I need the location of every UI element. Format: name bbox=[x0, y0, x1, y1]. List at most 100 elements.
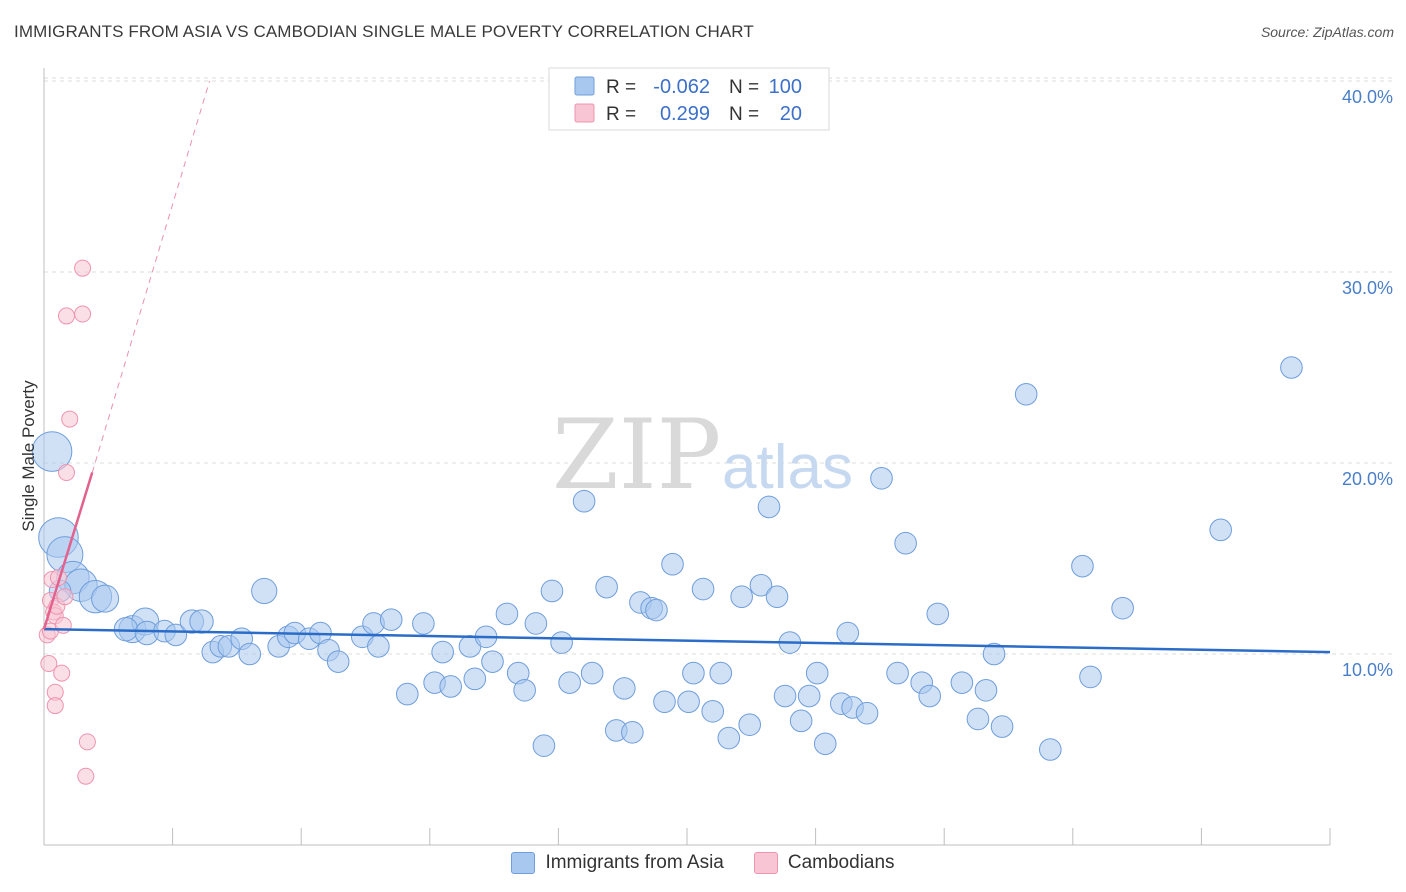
point-asia bbox=[738, 713, 761, 736]
y-tick-labels: 10.0% 20.0% 30.0% 40.0% bbox=[1342, 87, 1393, 680]
point-cambodians bbox=[46, 697, 64, 715]
point-asia bbox=[1071, 554, 1094, 578]
point-cambodians bbox=[74, 305, 92, 323]
chart-title: IMMIGRANTS FROM ASIA VS CAMBODIAN SINGLE… bbox=[14, 22, 754, 41]
point-asia bbox=[926, 602, 950, 626]
point-cambodians bbox=[40, 655, 58, 673]
legend-item-cambodians[interactable]: Cambodians bbox=[753, 852, 895, 874]
point-asia bbox=[1038, 738, 1062, 761]
y-tick-label: 10.0% bbox=[1342, 660, 1393, 680]
legend-swatch-cambodians bbox=[574, 103, 595, 123]
legend-n-label-asia: N = bbox=[729, 77, 759, 98]
point-asia bbox=[661, 552, 684, 576]
point-asia bbox=[524, 612, 548, 635]
point-asia bbox=[982, 642, 1006, 666]
point-asia bbox=[31, 431, 73, 472]
point-cambodians bbox=[54, 616, 72, 634]
point-cambodians bbox=[58, 464, 76, 482]
point-asia bbox=[974, 678, 998, 702]
point-asia bbox=[1209, 518, 1232, 542]
point-asia bbox=[558, 671, 581, 694]
point-cambodians bbox=[56, 588, 74, 606]
legend-label-cambodians: Cambodians bbox=[787, 852, 895, 873]
legend-r-value-asia: -0.062 bbox=[653, 76, 710, 98]
point-cambodians bbox=[77, 767, 95, 785]
point-asia bbox=[91, 584, 120, 613]
point-asia bbox=[189, 609, 214, 634]
point-asia bbox=[395, 682, 419, 706]
trend-line-cambodians bbox=[42, 472, 94, 630]
legend-swatch-asia bbox=[574, 76, 595, 96]
legend-r-value-cambodians: 0.299 bbox=[660, 103, 710, 125]
point-asia bbox=[1280, 356, 1303, 379]
point-asia bbox=[1014, 382, 1038, 406]
series-cambodians-points bbox=[38, 259, 1331, 785]
point-asia bbox=[513, 678, 536, 702]
point-asia bbox=[251, 577, 278, 605]
legend-r-label-cambodians: R = bbox=[606, 104, 636, 125]
point-asia bbox=[773, 684, 797, 708]
point-asia bbox=[164, 623, 188, 647]
point-asia bbox=[613, 677, 636, 700]
y-tick-label: 40.0% bbox=[1342, 87, 1393, 107]
scatter-chart: ZIP atlas 10.0%20.0%30.0%40.0% 0.0%80.0%… bbox=[19, 67, 1395, 846]
correlation-legend: R = -0.062 N = 100 R = 0.299 N = 20 bbox=[548, 67, 830, 131]
legend-n-label-cambodians: N = bbox=[729, 104, 759, 125]
point-cambodians bbox=[74, 259, 92, 277]
point-asia bbox=[701, 700, 725, 723]
point-asia bbox=[532, 734, 556, 757]
point-asia bbox=[682, 661, 705, 685]
legend-item-asia[interactable]: Immigrants from Asia bbox=[511, 852, 724, 874]
point-asia bbox=[894, 531, 917, 555]
point-asia bbox=[463, 667, 487, 691]
point-asia bbox=[326, 650, 350, 673]
point-asia bbox=[691, 577, 715, 601]
axes bbox=[43, 68, 1331, 846]
point-asia bbox=[113, 616, 139, 642]
point-asia bbox=[431, 640, 454, 664]
point-asia bbox=[797, 684, 821, 708]
point-asia bbox=[595, 575, 618, 599]
legend-label-asia: Immigrants from Asia bbox=[545, 852, 724, 873]
point-asia bbox=[950, 671, 974, 694]
trend-line-cambodians-extended bbox=[91, 80, 211, 473]
point-asia bbox=[918, 684, 942, 708]
legend-box bbox=[548, 67, 830, 131]
point-asia bbox=[717, 726, 741, 750]
legend-n-value-cambodians: 20 bbox=[780, 103, 802, 125]
point-asia bbox=[886, 661, 909, 685]
point-asia bbox=[757, 495, 781, 519]
y-tick-label: 30.0% bbox=[1342, 278, 1393, 298]
point-asia bbox=[789, 709, 813, 733]
trend-lines bbox=[91, 80, 211, 473]
y-axis-label: Single Male Poverty bbox=[19, 380, 38, 532]
series-legend: Immigrants from Asia Cambodians bbox=[0, 852, 1406, 874]
trend-line-asia bbox=[43, 627, 1331, 654]
point-asia bbox=[540, 579, 564, 603]
point-asia bbox=[645, 598, 668, 622]
point-cambodians bbox=[61, 410, 79, 428]
point-asia bbox=[765, 585, 789, 609]
point-asia bbox=[412, 612, 435, 635]
point-asia bbox=[238, 642, 262, 666]
point-asia bbox=[1079, 665, 1102, 689]
point-asia bbox=[653, 690, 676, 714]
point-asia bbox=[709, 661, 733, 685]
point-asia bbox=[805, 661, 829, 685]
point-asia bbox=[870, 466, 893, 490]
point-asia bbox=[379, 608, 403, 631]
point-asia bbox=[495, 602, 519, 626]
point-asia bbox=[550, 631, 573, 654]
y-tick-label: 20.0% bbox=[1342, 469, 1393, 489]
point-asia bbox=[966, 707, 990, 731]
point-cambodians bbox=[58, 307, 76, 325]
point-asia bbox=[855, 701, 879, 725]
series-asia-points bbox=[31, 356, 1303, 761]
watermark-atlas: atlas bbox=[722, 433, 853, 502]
point-asia bbox=[580, 661, 604, 685]
grid-lines bbox=[44, 77, 1395, 655]
point-cambodians bbox=[53, 664, 71, 682]
legend-n-value-asia: 100 bbox=[769, 76, 802, 98]
legend-swatch-cambodians-bottom bbox=[753, 852, 778, 874]
point-asia bbox=[621, 721, 644, 744]
